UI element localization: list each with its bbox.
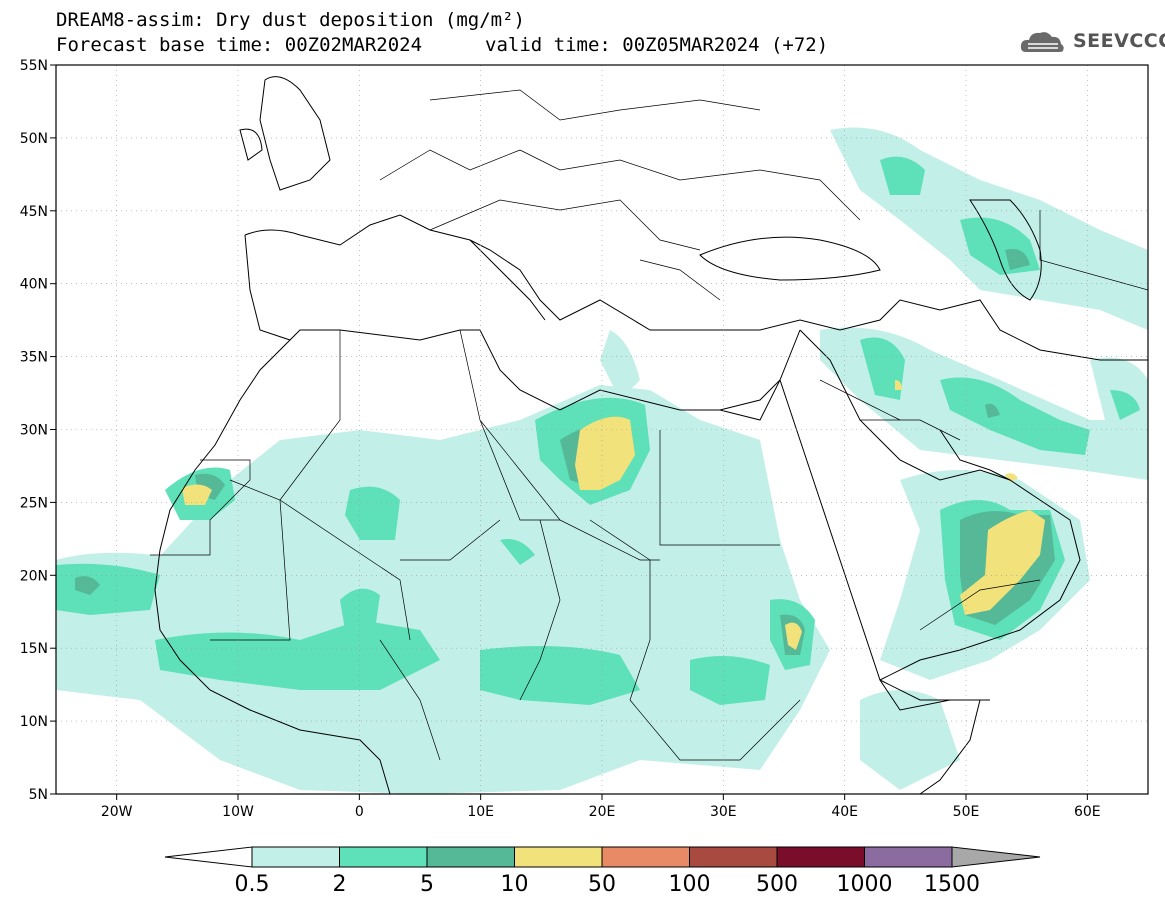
- lon-label: 0: [355, 804, 364, 820]
- lat-label: 45N: [20, 204, 48, 220]
- cloud-logo-icon: [1020, 32, 1064, 52]
- colorbar-over-triangle: [951, 846, 1041, 868]
- colorbar-under-triangle: [164, 846, 253, 868]
- lon-label: 10W: [222, 804, 254, 820]
- dust-shading: [56, 76, 1148, 794]
- colorbar-segment: [251, 846, 340, 868]
- lat-label: 15N: [20, 641, 48, 657]
- lat-label: 20N: [20, 568, 48, 584]
- lat-label: 40N: [20, 277, 48, 293]
- longitude-labels: 20W 10W 0 10E 20E 30E 40E 50E 60E: [101, 794, 1101, 820]
- coastlines: [154, 76, 1148, 794]
- lon-label: 20E: [589, 804, 616, 820]
- lon-label: 60E: [1074, 804, 1101, 820]
- latitude-labels: 55N 50N 45N 40N 35N 30N 25N 20N 15N 10N 5N: [20, 58, 56, 803]
- lat-label: 10N: [20, 714, 48, 730]
- lat-label: 5N: [29, 787, 48, 803]
- lat-label: 35N: [20, 350, 48, 366]
- lon-label: 40E: [831, 804, 858, 820]
- forecast-base-time: Forecast base time: 00Z02MAR2024: [56, 34, 423, 56]
- colorbar-segment: [601, 846, 690, 868]
- colorbar-segment: [426, 846, 515, 868]
- country-borders: [150, 89, 1148, 761]
- map-gridlines: [56, 65, 1148, 794]
- colorbar-label: 0.5: [235, 872, 270, 897]
- lat-label: 50N: [20, 131, 48, 147]
- map-title: DREAM8-assim: Dry dust deposition (mg/m²…: [56, 9, 525, 31]
- lat-label: 25N: [20, 495, 48, 511]
- lon-label: 20W: [101, 804, 133, 820]
- colorbar-label: 500: [756, 872, 798, 897]
- lat-label: 30N: [20, 423, 48, 439]
- colorbar-label: 1000: [837, 872, 893, 897]
- colorbar-segment: [339, 846, 428, 868]
- colorbar-label: 10: [501, 872, 529, 897]
- colorbar-label: 5: [420, 872, 434, 897]
- lon-label: 10E: [467, 804, 494, 820]
- lon-label: 50E: [953, 804, 980, 820]
- colorbar-label: 1500: [924, 872, 980, 897]
- colorbar-label: 50: [588, 872, 616, 897]
- colorbar-segment: [864, 846, 953, 868]
- colorbar-segment: [514, 846, 603, 868]
- valid-time: valid time: 00Z05MAR2024 (+72): [485, 34, 829, 56]
- colorbar-label: 2: [333, 872, 347, 897]
- lon-label: 30E: [710, 804, 737, 820]
- logo-text: SEEVCCC: [1073, 30, 1165, 52]
- colorbar-segment: [689, 846, 778, 868]
- colorbar-segment: [776, 846, 865, 868]
- colorbar-label: 100: [669, 872, 711, 897]
- colorbar: 0.5 2 5 10 50 100 500 1000 1500: [164, 846, 1041, 897]
- lat-label: 55N: [20, 58, 48, 74]
